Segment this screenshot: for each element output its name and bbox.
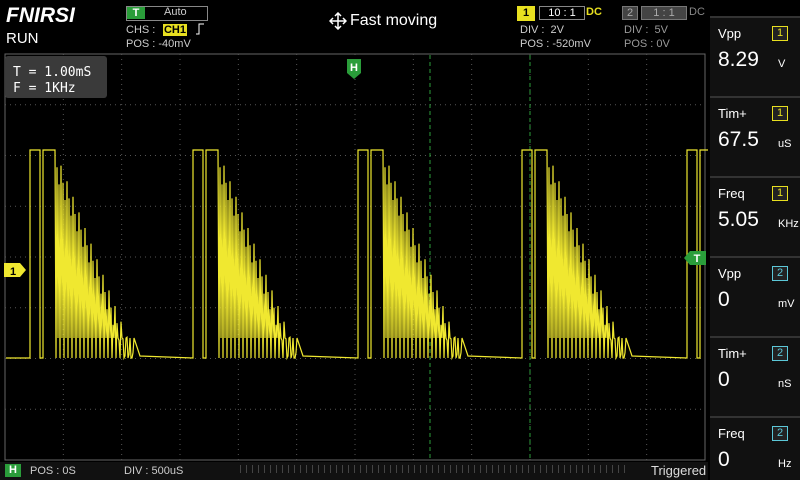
ch1-coupling: DC [586, 6, 602, 18]
measurement: Freq 2 0 Hz [710, 416, 800, 480]
trigger-marker [684, 251, 706, 265]
measurement-value: 0 [718, 288, 730, 311]
measurement-unit: Hz [778, 458, 792, 470]
horizontal-marker-label: H [350, 62, 358, 74]
horizontal-marker [347, 59, 361, 79]
ch1-trace [6, 149, 708, 361]
ch1-probe: 10 : 1 [539, 6, 585, 20]
measurement-channel: 2 [772, 346, 788, 361]
grid [5, 54, 705, 460]
ch1-position: POS : -520mV [520, 38, 591, 50]
measurement-label: Freq [718, 426, 745, 441]
ch2-division: DIV : 5V [624, 24, 669, 36]
footer-division: DIV : 500uS [124, 465, 184, 477]
trigger-status: Triggered [651, 463, 707, 478]
trigger-badge: T [127, 7, 145, 19]
measurement-unit: nS [778, 378, 792, 390]
measurement-unit: uS [778, 138, 792, 150]
measurement-channel: 1 [772, 186, 788, 201]
trigger-position: POS : -40mV [126, 38, 191, 50]
ch1-badge: 1 [517, 6, 535, 21]
measurement-unit: V [778, 58, 786, 70]
measurement: Vpp 1 8.29 V [710, 16, 800, 96]
measurement-value: 0 [718, 448, 730, 471]
overlay-period: T = 1.00mS [13, 65, 91, 80]
scroll-bar [240, 465, 630, 473]
measurement-channel: 1 [772, 106, 788, 121]
trigger-mode-box [126, 6, 208, 21]
overlay-box [5, 56, 107, 98]
trigger-source-label: CHS : [126, 24, 156, 36]
ch2-probe: 1 : 1 [641, 6, 687, 20]
footer-badge: H [5, 464, 21, 477]
move-icon [329, 12, 347, 30]
overlay-frequency: F = 1KHz [13, 81, 76, 96]
trigger-mode: Auto [164, 6, 187, 18]
trigger-marker-label: T [694, 253, 701, 265]
brand: FNIRSI [6, 4, 75, 27]
measurement: Freq 1 5.05 KHz [710, 176, 800, 256]
footer-position: POS : 0S [30, 465, 76, 477]
measurement-unit: mV [778, 298, 795, 310]
measurement-label: Vpp [718, 26, 742, 41]
ch2-coupling: DC [689, 6, 705, 18]
measurement: Tim+ 2 0 nS [710, 336, 800, 416]
measurement-value: 67.5 [718, 128, 759, 151]
measurement-label: Tim+ [718, 106, 747, 121]
measurement-label: Vpp [718, 266, 742, 281]
rising-edge-icon [196, 23, 204, 35]
measurement-unit: KHz [778, 218, 799, 230]
measurement-value: 5.05 [718, 208, 759, 231]
waveform-display: T = 1.00mS F = 1KHz H 1 T [4, 53, 708, 461]
measurement-channel: 2 [772, 266, 788, 281]
ch2-badge: 2 [622, 6, 638, 20]
measurement: Tim+ 1 67.5 uS [710, 96, 800, 176]
measurement-channel: 1 [772, 26, 788, 41]
channel-marker-label: 1 [10, 266, 16, 278]
trigger-source: CH1 [163, 24, 187, 36]
channel-marker [4, 263, 26, 277]
ch1-division: DIV : 2V [520, 24, 565, 36]
measurement-label: Freq [718, 186, 745, 201]
run-status: RUN [6, 30, 39, 47]
ch2-position: POS : 0V [624, 38, 670, 50]
center-status: Fast moving [350, 12, 438, 29]
measurement-value: 0 [718, 368, 730, 391]
measurement-label: Tim+ [718, 346, 747, 361]
measurement: Vpp 2 0 mV [710, 256, 800, 336]
measurement-value: 8.29 [718, 48, 759, 71]
measurement-channel: 2 [772, 426, 788, 441]
